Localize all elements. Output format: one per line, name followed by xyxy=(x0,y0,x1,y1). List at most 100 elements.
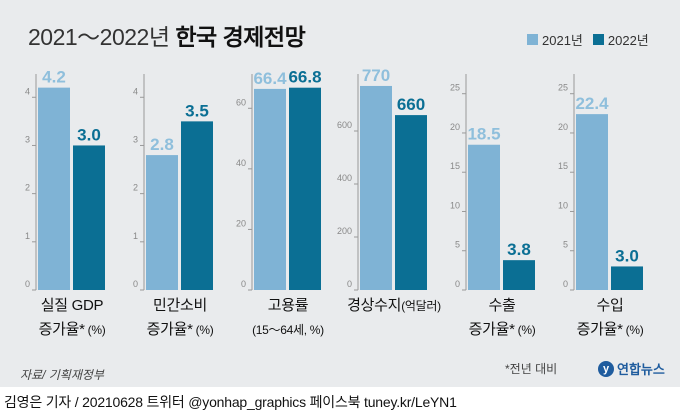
y-tick-label-0-4: 4 xyxy=(25,86,30,96)
logo-mark: y xyxy=(598,360,614,377)
legend-swatch-2022 xyxy=(592,34,604,45)
legend-label-2022: 2022년 xyxy=(607,33,649,48)
value-label-0-1: 3.0 xyxy=(77,125,101,144)
y-tick-label-1-0: 0 xyxy=(133,279,138,289)
bar-2-1 xyxy=(289,87,321,290)
category-sub-1: 증가율* (%) xyxy=(124,318,236,342)
y-tick-label-4-4: 20 xyxy=(450,122,460,132)
y-tick-label-5-5: 25 xyxy=(558,83,568,93)
category-sub-4: 증가율* (%) xyxy=(446,318,558,342)
legend: 2021년 2022년 xyxy=(527,30,659,49)
value-label-3-1: 660 xyxy=(397,95,425,114)
category-subtitle-0: 증가율* xyxy=(38,321,85,338)
y-tick-label-4-5: 25 xyxy=(450,83,460,93)
y-tick-label-5-2: 10 xyxy=(558,200,568,210)
value-label-0-0: 4.2 xyxy=(42,68,66,87)
category-name-0: 실질 GDP xyxy=(16,294,128,318)
category-title-4: 수출 xyxy=(488,297,516,314)
y-tick-label-3-2: 400 xyxy=(337,173,352,183)
y-tick-label-4-1: 5 xyxy=(455,240,460,250)
y-tick-label-2-1: 20 xyxy=(236,218,246,228)
category-sub-0: 증가율* (%) xyxy=(16,318,128,342)
value-label-3-0: 770 xyxy=(362,66,390,85)
title-main: 한국 경제전망 xyxy=(175,24,306,50)
legend-swatch-2021 xyxy=(527,34,538,45)
y-tick-label-0-0: 0 xyxy=(25,279,30,289)
bar-3-0 xyxy=(360,85,392,290)
credit-line: 김영은 기자 / 20210628 트위터 @yonhap_graphics 페… xyxy=(4,394,457,410)
legend-item-2021: 2021년 xyxy=(527,30,583,49)
category-name-3: 경상수지(억달러) xyxy=(338,294,450,318)
legend-label-2021: 2021년 xyxy=(542,33,583,48)
bar-5-0 xyxy=(576,114,608,290)
category-title-3: 경상수지 xyxy=(347,297,402,314)
category-subtitle-4: 증가율* xyxy=(468,321,515,338)
value-label-4-0: 18.5 xyxy=(467,125,500,144)
category-label-2: 고용률 (15～64세, %) xyxy=(232,294,344,342)
y-tick-label-1-2: 2 xyxy=(133,183,138,193)
chart-panel xyxy=(0,0,680,387)
y-tick-label-1-4: 4 xyxy=(133,86,138,96)
y-tick-label-1-1: 1 xyxy=(133,231,138,241)
chart-title: 2021～2022년 한국 경제전망 xyxy=(28,18,306,52)
legend-item-2022: 2022년 xyxy=(592,30,649,49)
category-label-3: 경상수지(억달러) xyxy=(338,294,450,318)
category-name-2: 고용률 xyxy=(232,294,344,318)
category-subtitle-5: 증가율* xyxy=(576,321,623,338)
y-tick-label-3-0: 0 xyxy=(347,279,352,289)
title-period: 2021～2022년 xyxy=(28,24,170,50)
y-tick-label-1-3: 3 xyxy=(133,134,138,144)
value-label-5-0: 22.4 xyxy=(575,94,609,113)
bar-5-1 xyxy=(611,266,643,290)
bar-0-1 xyxy=(73,145,105,290)
y-tick-label-4-2: 10 xyxy=(450,200,460,210)
category-name-4: 수출 xyxy=(446,294,558,318)
value-label-4-1: 3.8 xyxy=(507,240,531,259)
bar-4-1 xyxy=(503,260,535,290)
y-tick-label-5-0: 0 xyxy=(563,279,568,289)
value-label-2-1: 66.8 xyxy=(288,68,321,87)
category-sub-5: 증가율* (%) xyxy=(554,318,666,342)
bar-4-0 xyxy=(468,144,500,290)
category-name-5: 수입 xyxy=(554,294,666,318)
bar-charts: 0 1 2 3 4 4.2 3.0 0 1 2 3 4 2.8 3.5 0 20 40 60 66.4 66.8 0 20… xyxy=(25,66,643,291)
category-sub-2: (15～64세, %) xyxy=(232,318,344,342)
bar-2-0 xyxy=(254,88,286,290)
source-note: 자료/ 기획재정부 xyxy=(20,368,104,382)
category-unit-0: (%) xyxy=(84,323,106,337)
yonhap-logo: y 연합뉴스 xyxy=(598,359,665,378)
y-tick-label-0-2: 2 xyxy=(25,183,30,193)
category-title-5: 수입 xyxy=(596,297,624,314)
bar-0-0 xyxy=(38,87,70,291)
value-label-2-0: 66.4 xyxy=(253,69,287,88)
y-tick-label-3-3: 600 xyxy=(337,120,352,130)
y-tick-label-2-3: 60 xyxy=(236,97,246,107)
value-label-5-1: 3.0 xyxy=(615,246,639,265)
category-subtitle-1: 증가율* xyxy=(146,321,193,338)
value-label-1-1: 3.5 xyxy=(185,101,209,120)
category-label-0: 실질 GDP 증가율* (%) xyxy=(16,294,128,342)
category-title-1: 민간소비 xyxy=(152,297,207,314)
category-unit-4: (%) xyxy=(514,323,536,337)
y-tick-label-2-0: 0 xyxy=(241,279,246,289)
category-title-2: 고용률 xyxy=(267,297,309,314)
y-tick-label-5-4: 20 xyxy=(558,122,568,132)
y-tick-label-5-3: 15 xyxy=(558,161,568,171)
value-label-1-0: 2.8 xyxy=(150,135,174,154)
bar-1-0 xyxy=(146,155,178,290)
category-unit-5: (%) xyxy=(622,323,644,337)
category-unit-1: (%) xyxy=(192,323,214,337)
footnote: *전년 대비 xyxy=(505,362,558,376)
y-tick-label-0-3: 3 xyxy=(25,134,30,144)
logo-text: 연합뉴스 xyxy=(617,362,665,377)
bar-3-1 xyxy=(395,115,427,290)
y-tick-label-4-0: 0 xyxy=(455,279,460,289)
category-unit-3: (억달러) xyxy=(401,299,441,313)
y-tick-label-2-2: 40 xyxy=(236,158,246,168)
y-tick-label-0-1: 1 xyxy=(25,231,30,241)
bar-1-1 xyxy=(181,121,213,290)
category-unit-2: (15～64세, %) xyxy=(252,323,324,337)
